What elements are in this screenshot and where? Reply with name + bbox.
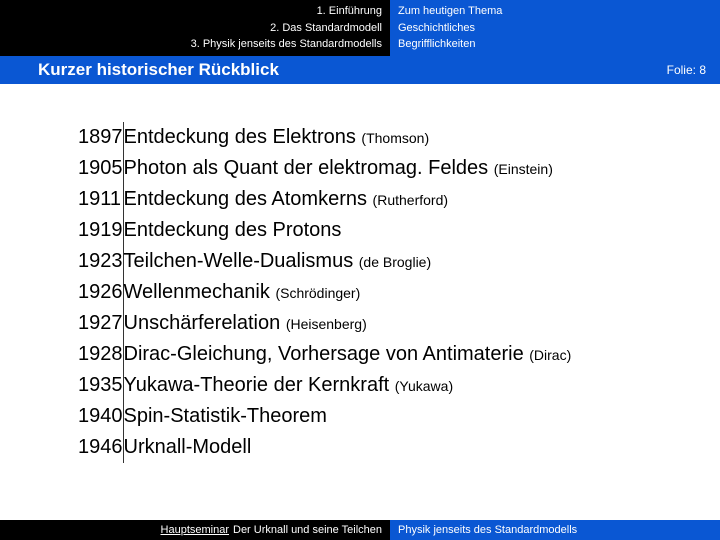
timeline-year: 1927 — [78, 308, 123, 339]
timeline-row: 1911Entdeckung des Atomkerns (Rutherford… — [78, 184, 571, 215]
timeline-note: (Schrödinger) — [275, 285, 360, 301]
timeline-event: Teilchen-Welle-Dualismus (de Broglie) — [123, 246, 571, 277]
timeline-row: 1940Spin-Statistik-Theorem — [78, 401, 571, 432]
timeline-event: Spin-Statistik-Theorem — [123, 401, 571, 432]
timeline-year: 1935 — [78, 370, 123, 401]
sub-item-3: Begrifflichkeiten — [398, 36, 475, 53]
timeline-event: Entdeckung des Elektrons (Thomson) — [123, 122, 571, 153]
timeline-year: 1919 — [78, 215, 123, 246]
timeline-note: (Thomson) — [361, 130, 429, 146]
timeline-year: 1897 — [78, 122, 123, 153]
timeline-event: Urknall-Modell — [123, 432, 571, 463]
nav-item-1: 1. Einführung — [317, 3, 382, 20]
footer-seminar-text: Der Urknall und seine Teilchen — [233, 524, 382, 536]
timeline-row: 1919Entdeckung des Protons — [78, 215, 571, 246]
footer: Hauptseminar Der Urknall und seine Teilc… — [0, 520, 720, 540]
footer-left: Hauptseminar Der Urknall und seine Teilc… — [0, 520, 390, 540]
slide-number: Folie: 8 — [667, 63, 706, 77]
timeline-event: Entdeckung des Protons — [123, 215, 571, 246]
timeline-row: 1928Dirac-Gleichung, Vorhersage von Anti… — [78, 339, 571, 370]
timeline-note: (Einstein) — [494, 161, 553, 177]
timeline-year: 1926 — [78, 277, 123, 308]
titlebar: Kurzer historischer Rückblick Folie: 8 — [0, 56, 720, 84]
sub-item-2: Geschichtliches — [398, 20, 475, 37]
header-right: Zum heutigen Thema Geschichtliches Begri… — [390, 0, 720, 56]
footer-topic: Physik jenseits des Standardmodells — [398, 524, 577, 536]
timeline-year: 1923 — [78, 246, 123, 277]
timeline-row: 1927Unschärferelation (Heisenberg) — [78, 308, 571, 339]
nav-item-3: 3. Physik jenseits des Standardmodells — [191, 36, 382, 53]
page-title: Kurzer historischer Rückblick — [38, 60, 279, 80]
sub-item-1: Zum heutigen Thema — [398, 3, 502, 20]
folie-num: 8 — [699, 63, 706, 77]
timeline-event: Yukawa-Theorie der Kernkraft (Yukawa) — [123, 370, 571, 401]
timeline-row: 1897Entdeckung des Elektrons (Thomson) — [78, 122, 571, 153]
timeline-event: Unschärferelation (Heisenberg) — [123, 308, 571, 339]
timeline-year: 1940 — [78, 401, 123, 432]
folie-label: Folie: — [667, 63, 696, 77]
timeline-note: (Heisenberg) — [286, 316, 367, 332]
footer-seminar-label: Hauptseminar — [161, 524, 229, 536]
timeline-year: 1928 — [78, 339, 123, 370]
timeline-row: 1923Teilchen-Welle-Dualismus (de Broglie… — [78, 246, 571, 277]
timeline-note: (de Broglie) — [359, 254, 431, 270]
timeline-note: (Yukawa) — [395, 378, 453, 394]
timeline-event: Wellenmechanik (Schrödinger) — [123, 277, 571, 308]
timeline-year: 1946 — [78, 432, 123, 463]
timeline-year: 1905 — [78, 153, 123, 184]
content: 1897Entdeckung des Elektrons (Thomson)19… — [0, 84, 720, 463]
nav-item-2: 2. Das Standardmodell — [270, 20, 382, 37]
timeline-event: Photon als Quant der elektromag. Feldes … — [123, 153, 571, 184]
header: 1. Einführung 2. Das Standardmodell 3. P… — [0, 0, 720, 56]
timeline-row: 1926Wellenmechanik (Schrödinger) — [78, 277, 571, 308]
timeline-note: (Rutherford) — [373, 192, 448, 208]
timeline-row: 1935Yukawa-Theorie der Kernkraft (Yukawa… — [78, 370, 571, 401]
timeline-event: Entdeckung des Atomkerns (Rutherford) — [123, 184, 571, 215]
timeline-note: (Dirac) — [529, 347, 571, 363]
timeline-year: 1911 — [78, 184, 123, 215]
header-left: 1. Einführung 2. Das Standardmodell 3. P… — [0, 0, 390, 56]
footer-right: Physik jenseits des Standardmodells — [390, 520, 720, 540]
timeline-table: 1897Entdeckung des Elektrons (Thomson)19… — [78, 122, 571, 463]
timeline-row: 1946Urknall-Modell — [78, 432, 571, 463]
timeline-event: Dirac-Gleichung, Vorhersage von Antimate… — [123, 339, 571, 370]
timeline-row: 1905Photon als Quant der elektromag. Fel… — [78, 153, 571, 184]
